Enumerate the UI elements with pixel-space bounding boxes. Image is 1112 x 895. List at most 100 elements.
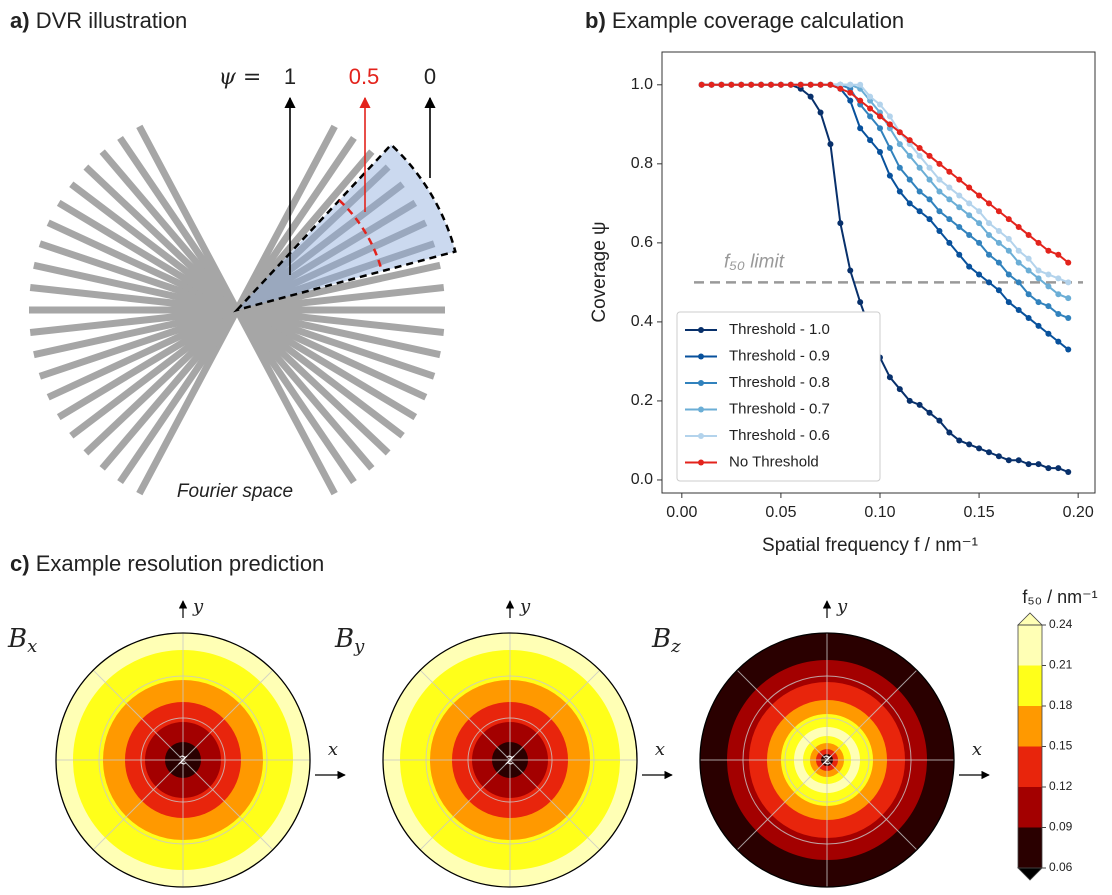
data-point [966,232,972,238]
axis-z: z [822,750,833,770]
data-point [827,141,833,147]
data-point [917,165,923,171]
data-point [956,224,962,230]
data-point [907,398,913,404]
data-point [996,240,1002,246]
legend-swatch [698,460,704,466]
psi-prefix: ψ = [219,65,262,90]
data-point [837,86,843,92]
data-point [1036,299,1042,305]
colorbar-extend [1018,868,1042,880]
data-point [1016,279,1022,285]
data-point [1036,240,1042,246]
data-point [1065,260,1071,266]
data-point [857,82,863,88]
title: Example coverage calculation [612,8,904,33]
data-point [927,216,933,222]
colorbar-tick-label: 0.06 [1049,860,1073,874]
axis-z: z [505,750,516,770]
data-point [1065,279,1071,285]
data-point [1016,248,1022,254]
data-point [946,196,952,202]
legend-swatch [698,407,704,413]
x-tick-label: 0.00 [666,504,697,521]
data-point [936,418,942,424]
data-point [976,192,982,198]
plot-label: Bz [651,624,681,657]
data-point [996,208,1002,214]
colorbar-segment [1018,787,1042,828]
colorbar-segment [1018,666,1042,707]
data-point [738,82,744,88]
data-point [709,82,715,88]
data-point [847,98,853,104]
axis-y: y [192,596,204,617]
data-point [956,252,962,258]
data-point [986,279,992,285]
panel-a: a) DVR illustration ψ = 1 0.5 0 Fourier … [10,8,455,502]
colorbar-tick-label: 0.12 [1049,779,1073,793]
data-point [976,220,982,226]
data-point [897,141,903,147]
data-point [897,129,903,135]
data-point [1065,347,1071,353]
data-point [966,212,972,218]
data-point [847,90,853,96]
data-point [1016,457,1022,463]
data-point [758,82,764,88]
data-point [748,82,754,88]
data-point [837,220,843,226]
data-point [1055,339,1061,345]
data-point [847,268,853,274]
data-point [927,410,933,416]
data-point [946,185,952,191]
data-point [1006,299,1012,305]
plot-label-main: B [334,624,354,654]
data-point [867,106,873,112]
data-point [887,145,893,151]
data-point [867,94,873,100]
data-point [1065,315,1071,321]
psi-label: 1 [284,64,296,89]
data-point [1036,323,1042,329]
colorbar-extend [1018,613,1042,625]
data-point [976,240,982,246]
data-point [887,113,893,119]
data-point [1026,461,1032,467]
data-point [1036,268,1042,274]
data-point [966,200,972,206]
data-point [788,82,794,88]
panel-title: c) Example resolution prediction [10,551,324,576]
data-point [1036,275,1042,281]
plot-label-sub: y [353,636,365,657]
data-point [976,208,982,214]
y-tick-label: 0.8 [631,155,653,172]
data-point [1036,461,1042,467]
data-point [936,208,942,214]
data-point [936,177,942,183]
data-point [857,98,863,104]
data-point [1045,331,1051,337]
data-point [996,260,1002,266]
data-point [1006,216,1012,222]
y-tick-label: 0.4 [631,313,653,330]
data-point [966,441,972,447]
data-point [927,196,933,202]
panel-title: a) DVR illustration [10,8,187,33]
colorbar-tick-label: 0.18 [1049,698,1073,712]
data-point [1016,260,1022,266]
panel-label: a) [10,8,30,33]
colorbar-tick-label: 0.21 [1049,658,1073,672]
plot-label-sub: z [670,636,681,657]
legend-swatch [698,380,704,386]
data-point [818,109,824,115]
data-point [986,232,992,238]
legend-swatch [698,327,704,333]
colorbar-segment [1018,625,1042,666]
data-point [847,82,853,88]
data-point [718,82,724,88]
data-point [966,185,972,191]
data-point [897,386,903,392]
legend-label: Threshold - 1.0 [729,321,830,338]
data-point [1006,457,1012,463]
